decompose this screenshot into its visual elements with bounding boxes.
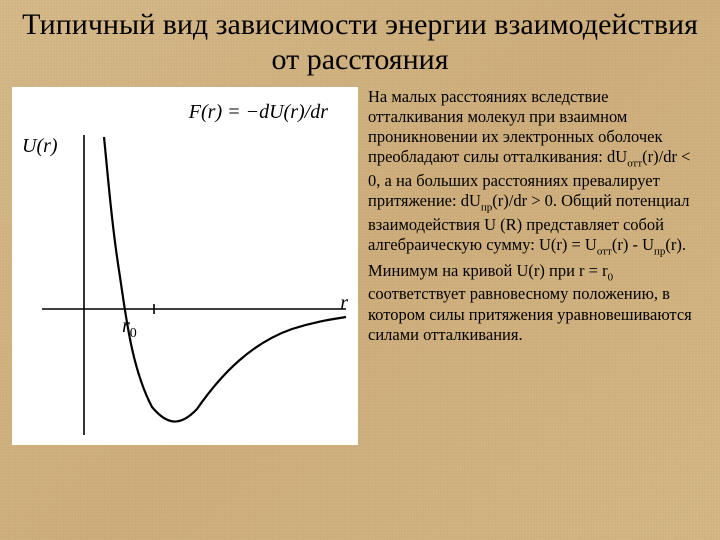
graph-panel: F(r) = −dU(r)/dr U(r) r r0 [12, 87, 358, 445]
potential-curve [104, 137, 346, 422]
p2-sub1: 0 [608, 271, 614, 283]
p2-a: Минимум на кривой U(r) при r = r [368, 261, 608, 280]
content-row: F(r) = −dU(r)/dr U(r) r r0 На малых расс… [0, 87, 720, 445]
p1-sub4: пр [654, 245, 665, 257]
p2-b: соответствует равновесному положению, в … [368, 284, 692, 343]
p1-sub2: пр [481, 202, 492, 214]
text-block: На малых расстояниях вследствие отталкив… [368, 87, 708, 445]
p1-a: На малых расстояниях вследствие отталкив… [368, 87, 662, 166]
paragraph-1: На малых расстояниях вследствие отталкив… [368, 87, 704, 259]
p1-sub3: отт [597, 245, 612, 257]
p1-e: (r). [665, 235, 686, 254]
graph-block: F(r) = −dU(r)/dr U(r) r r0 [12, 87, 358, 445]
plot-svg [12, 87, 358, 445]
p1-sub1: отт [627, 158, 642, 170]
paragraph-2: Минимум на кривой U(r) при r = r0 соотве… [368, 261, 704, 345]
p1-d: (r) - U [612, 235, 654, 254]
slide-title: Типичный вид зависимости энергии взаимод… [0, 0, 720, 83]
